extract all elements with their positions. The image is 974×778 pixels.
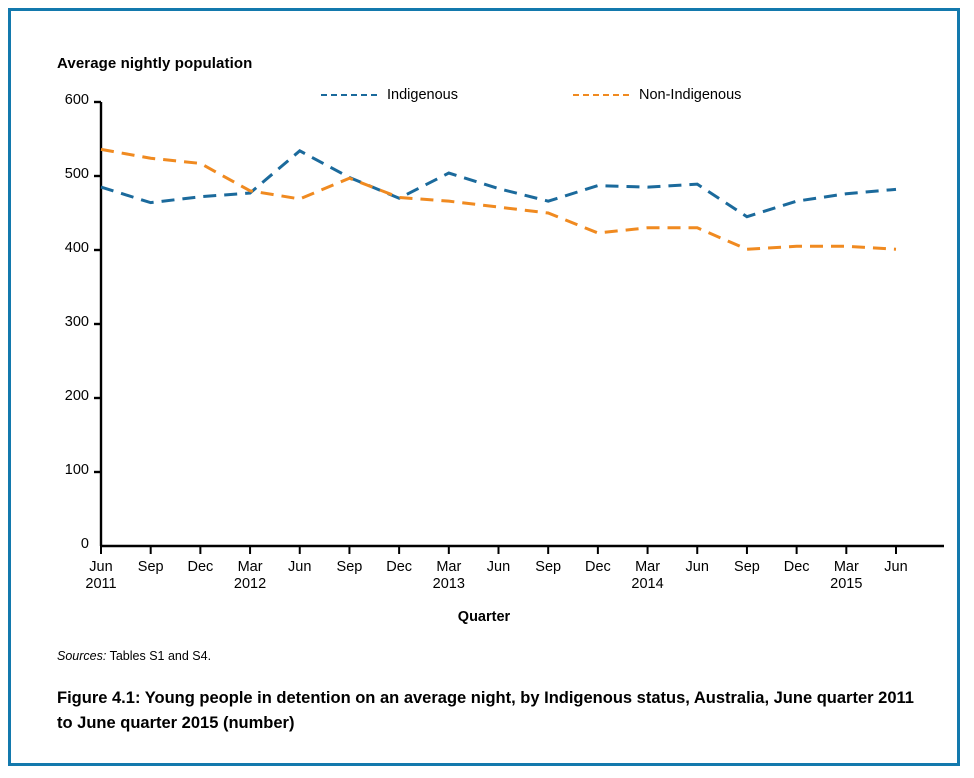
sources-note: Sources: Tables S1 and S4. bbox=[57, 649, 211, 663]
x-tick-label: Jun bbox=[288, 559, 312, 575]
x-tick-label: Jun bbox=[486, 559, 511, 575]
legend-swatch-non-indigenous-icon bbox=[573, 94, 629, 96]
plot-area: 0 100 200 300 400 500 600 Jun 2011 Sep Dec Mar 2012… bbox=[51, 91, 951, 592]
legend-swatch-indigenous-icon bbox=[321, 94, 377, 96]
sources-text: Tables S1 and S4. bbox=[106, 649, 212, 663]
x-tick-label: Dec bbox=[386, 559, 413, 575]
figure-caption: Figure 4.1: Young people in detention on… bbox=[57, 689, 914, 732]
x-tick-label: Dec bbox=[187, 559, 214, 575]
y-axis-title: Average nightly population bbox=[57, 55, 253, 72]
y-tick-label: 100 bbox=[64, 462, 89, 478]
x-tick-label: Sep bbox=[535, 559, 562, 575]
y-tick-label: 500 bbox=[64, 166, 89, 182]
y-tick-label: 200 bbox=[64, 388, 89, 404]
x-tick-label: Sep bbox=[734, 559, 760, 575]
x-tick-label: Jun bbox=[884, 559, 908, 575]
figure-frame: Average nightly population Indigenous No… bbox=[8, 8, 960, 766]
x-tick-label: Mar 2013 bbox=[432, 559, 465, 592]
x-tick-label: Sep bbox=[137, 559, 164, 575]
sources-label: Sources: bbox=[57, 649, 107, 663]
y-tick-label: 300 bbox=[64, 314, 89, 330]
x-tick-label: Jun 2011 bbox=[85, 559, 117, 592]
line-chart-svg bbox=[94, 100, 944, 554]
x-tick-label: Sep bbox=[336, 559, 363, 575]
legend-item-non-indigenous: Non-Indigenous bbox=[573, 83, 741, 107]
legend-label-indigenous: Indigenous bbox=[387, 87, 458, 103]
legend-item-indigenous: Indigenous bbox=[321, 83, 458, 107]
x-tick-label: Dec bbox=[783, 559, 810, 575]
chart-legend: Indigenous Non-Indigenous bbox=[321, 83, 741, 107]
legend-label-non-indigenous: Non-Indigenous bbox=[639, 87, 742, 103]
x-axis-title: Quarter bbox=[457, 609, 511, 625]
x-tick-label: Dec bbox=[584, 559, 611, 575]
y-tick-label: 400 bbox=[64, 240, 89, 256]
y-tick-label: 0 bbox=[80, 536, 89, 552]
x-tick-label: Mar 2012 bbox=[233, 559, 267, 592]
x-tick-label: Jun bbox=[685, 559, 709, 575]
x-tick-label: Mar 2015 bbox=[830, 559, 863, 592]
y-tick-label: 600 bbox=[64, 92, 89, 108]
x-tick-label: Mar 2014 bbox=[631, 559, 664, 592]
